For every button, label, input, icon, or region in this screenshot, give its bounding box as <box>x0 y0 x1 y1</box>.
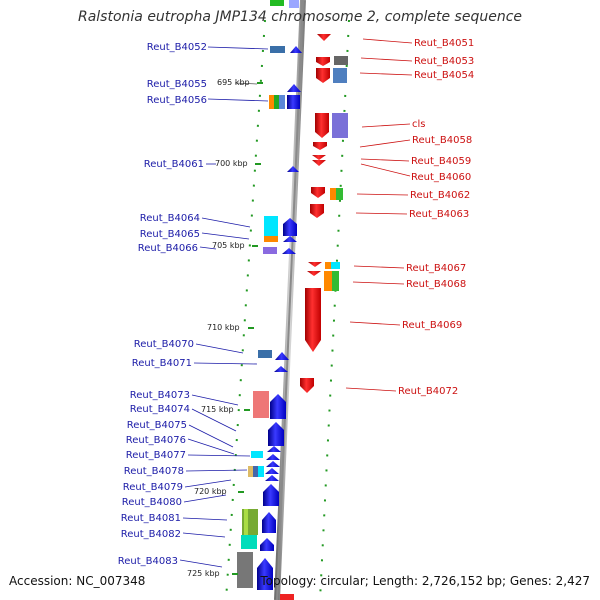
gene-label[interactable]: Reut_B4083 <box>118 556 178 567</box>
left-leader-lines <box>179 46 269 568</box>
gene-label[interactable]: Reut_B4078 <box>124 466 184 477</box>
gene-label[interactable]: Reut_B4069 <box>402 320 462 331</box>
gene-label[interactable]: Reut_B4075 <box>127 420 187 431</box>
scale-label: 720 kbp <box>194 487 227 496</box>
scale-labels: 695 kbp 700 kbp 705 kbp 710 kbp 715 kbp … <box>187 78 258 578</box>
gene-label[interactable]: Reut_B4053 <box>414 56 474 67</box>
map-title: Ralstonia eutropha JMP134 chromosome 2, … <box>77 9 522 25</box>
gene-label[interactable]: Reut_B4051 <box>414 38 474 49</box>
gene-label[interactable]: Reut_B4067 <box>406 263 466 274</box>
gene-feature <box>270 0 284 6</box>
gene-label[interactable]: Reut_B4052 <box>147 42 207 53</box>
gene-label[interactable]: Reut_B4063 <box>409 209 469 220</box>
gene-feature <box>289 0 299 8</box>
gene-label[interactable]: Reut_B4076 <box>126 435 186 446</box>
gene-label[interactable]: Reut_B4072 <box>398 386 458 397</box>
gene-label[interactable]: Reut_B4055 <box>147 79 207 90</box>
accession-text: Accession: NC_007348 <box>9 574 146 588</box>
right-leader-lines <box>345 38 413 392</box>
gene-label[interactable]: Reut_B4064 <box>140 213 200 224</box>
gene-label[interactable]: Reut_B4080 <box>122 497 182 508</box>
gene-label[interactable]: Reut_B4056 <box>147 95 207 106</box>
gene-label[interactable]: Reut_B4054 <box>414 70 474 81</box>
reverse-strand-features <box>280 34 348 600</box>
genome-summary-text: Topology: circular; Length: 2,726,152 bp… <box>260 574 590 588</box>
gene-label[interactable]: Reut_B4077 <box>126 450 186 461</box>
gene-label[interactable]: Reut_B4070 <box>134 339 194 350</box>
gene-label[interactable]: Reut_B4059 <box>411 156 471 167</box>
gene-label[interactable]: Reut_B4073 <box>130 390 190 401</box>
scale-ticks <box>232 82 263 575</box>
scale-label: 725 kbp <box>187 569 220 578</box>
gene-label[interactable]: Reut_B4074 <box>130 404 190 415</box>
scale-label: 710 kbp <box>207 323 240 332</box>
gene-label[interactable]: Reut_B4082 <box>121 529 181 540</box>
left-gene-labels: Reut_B4052 Reut_B4055 Reut_B4056 Reut_B4… <box>118 42 207 567</box>
gene-label[interactable]: Reut_B4058 <box>412 135 472 146</box>
gene-label[interactable]: Reut_B4062 <box>410 190 470 201</box>
gene-label[interactable]: cls <box>412 119 426 130</box>
gene-label[interactable]: Reut_B4060 <box>411 172 471 183</box>
gene-label[interactable]: Reut_B4068 <box>406 279 466 290</box>
gene-label[interactable]: Reut_B4061 <box>144 159 204 170</box>
gene-label[interactable]: Reut_B4066 <box>138 243 198 254</box>
scale-label: 705 kbp <box>212 241 245 250</box>
gene-label[interactable]: Reut_B4071 <box>132 358 192 369</box>
right-gene-labels: Reut_B4051 Reut_B4053 Reut_B4054 cls Reu… <box>398 38 474 397</box>
gene-label[interactable]: Reut_B4081 <box>121 513 181 524</box>
scale-label: 695 kbp <box>217 78 250 87</box>
gene-label[interactable]: Reut_B4065 <box>140 229 200 240</box>
gene-label[interactable]: Reut_B4079 <box>123 482 183 493</box>
scale-label: 700 kbp <box>215 159 248 168</box>
forward-strand-features <box>237 46 302 590</box>
scale-label: 715 kbp <box>201 405 234 414</box>
